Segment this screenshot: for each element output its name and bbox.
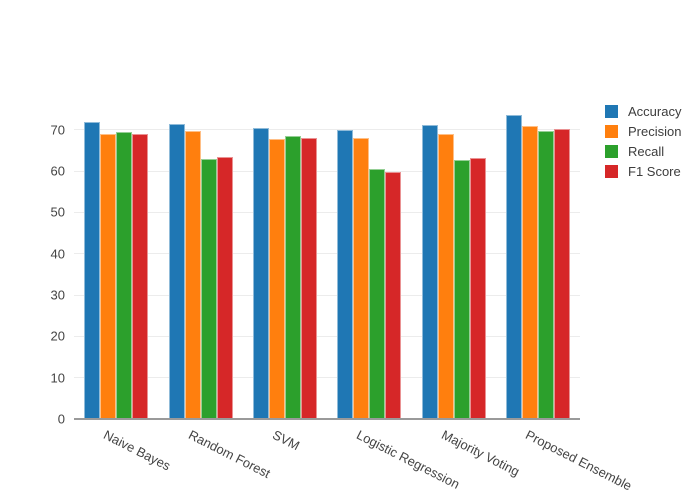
bar-f1-score-proposed-ensemble[interactable] [553,128,570,419]
y-tick-label-40: 40 [50,246,65,262]
bar-accuracy-proposed-ensemble[interactable] [505,114,522,419]
bar-recall-random-forest[interactable] [200,158,217,419]
bar-precision-svm[interactable] [268,138,285,419]
x-axis-line [74,418,580,420]
y-tick-label-10: 10 [50,370,65,386]
x-tick-label-proposed-ensemble: Proposed Ensemble [523,427,635,494]
y-tick-label-50: 50 [50,204,65,220]
gridline-y-60 [74,170,580,172]
legend-item-label: F1 Score [628,163,681,179]
bar-recall-logistic-regression[interactable] [369,169,386,419]
legend-item-accuracy[interactable]: Accuracy [605,103,682,119]
legend-item-label: Recall [628,143,665,159]
bar-f1-score-naive-bayes[interactable] [132,133,149,419]
bar-precision-logistic-regression[interactable] [353,137,370,419]
legend-item-recall[interactable]: Recall [605,143,681,159]
legend-item-f1-score[interactable]: F1 Score [605,163,681,179]
gridline-y-40 [74,253,580,255]
bar-f1-score-svm[interactable] [300,138,317,419]
bar-accuracy-majority-voting[interactable] [421,124,438,419]
bar-recall-proposed-ensemble[interactable] [537,131,554,419]
x-tick-label-majority-voting: Majority Voting [438,427,522,480]
gridline-y-50 [74,211,580,213]
gridline-y-70 [74,129,580,131]
y-tick-label-70: 70 [50,122,65,138]
gridline-y-20 [74,335,580,337]
bar-f1-score-logistic-regression[interactable] [385,171,402,419]
legend-item-label: Accuracy [628,103,682,119]
bar-accuracy-random-forest[interactable] [168,123,185,419]
bar-recall-majority-voting[interactable] [453,160,470,419]
plot-area[interactable]: 0 10 20 30 40 50 60 70 Naive Bayes Random Forest S… [51,105,634,494]
legend-swatch-accuracy [605,104,618,118]
bar-accuracy-logistic-regression[interactable] [337,130,354,419]
bar-precision-naive-bayes[interactable] [100,133,117,419]
bar-accuracy-svm[interactable] [252,128,269,419]
y-tick-label-60: 60 [50,163,65,179]
bar-precision-majority-voting[interactable] [437,133,454,419]
legend-swatch-precision [605,124,618,138]
gridline-y-10 [74,377,580,379]
bar-precision-proposed-ensemble[interactable] [521,125,538,419]
x-tick-label-naive-bayes: Naive Bayes [101,427,174,474]
gridline-y-30 [74,294,580,296]
bar-recall-svm[interactable] [284,136,301,419]
legend-item-precision[interactable]: Precision [605,123,682,139]
legend-swatch-recall [605,144,618,158]
bar-accuracy-naive-bayes[interactable] [84,121,101,419]
legend-item-label: Precision [628,123,682,139]
y-tick-label-20: 20 [50,328,65,344]
legend-swatch-f1-score [605,164,618,178]
x-tick-label-svm: SVM [270,427,302,454]
bar-f1-score-random-forest[interactable] [216,156,233,419]
bar-recall-naive-bayes[interactable] [116,131,133,419]
bar-f1-score-majority-voting[interactable] [469,158,486,419]
y-tick-label-30: 30 [50,287,65,303]
y-tick-label-0: 0 [57,411,65,427]
x-tick-label-random-forest: Random Forest [185,427,273,482]
legend: Accuracy Precision Recall F1 Score [605,103,682,179]
bar-precision-random-forest[interactable] [184,130,201,419]
